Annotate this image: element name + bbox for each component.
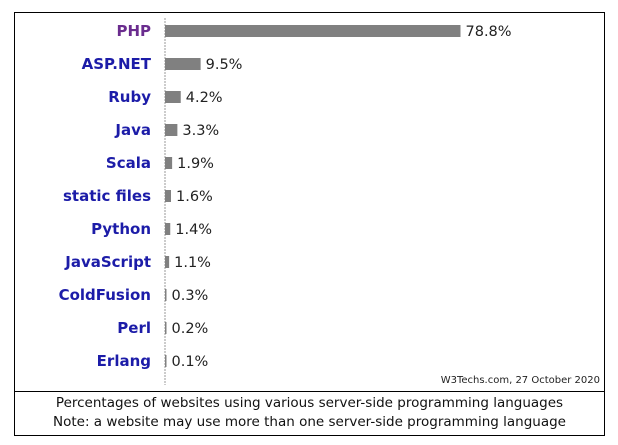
- value-label-ruby: 4.2%: [186, 90, 223, 106]
- bar-chart: PHP ASP.NET Ruby Java Scala static files Pytho…: [59, 18, 512, 385]
- bar-php: [165, 25, 461, 37]
- value-label-java: 3.3%: [182, 123, 219, 139]
- category-label-static-files[interactable]: static files: [63, 187, 151, 205]
- value-label-php: 78.8%: [466, 24, 512, 40]
- bar-javascript: [165, 256, 170, 268]
- caption-line-1: Percentages of websites using various se…: [55, 395, 564, 411]
- category-label-scala[interactable]: Scala: [106, 154, 151, 172]
- value-label-asp-net: 9.5%: [206, 57, 243, 73]
- bar-scala: [165, 157, 173, 169]
- value-label-scala: 1.9%: [177, 156, 214, 172]
- value-label-coldfusion: 0.3%: [172, 288, 209, 304]
- bar-python: [165, 223, 171, 235]
- value-label-perl: 0.2%: [172, 321, 209, 337]
- caption-line-2: Note: a website may use more than one se…: [53, 414, 566, 430]
- bar-static-files: [165, 190, 171, 202]
- value-label-javascript: 1.1%: [174, 255, 211, 271]
- category-label-asp-net[interactable]: ASP.NET: [82, 55, 152, 73]
- bar-java: [165, 124, 178, 136]
- category-label-coldfusion[interactable]: ColdFusion: [59, 286, 151, 304]
- chart-caption: Percentages of websites using various se…: [15, 391, 604, 435]
- category-label-ruby[interactable]: Ruby: [108, 88, 151, 106]
- value-label-static-files: 1.6%: [176, 189, 213, 205]
- category-label-javascript[interactable]: JavaScript: [64, 253, 151, 271]
- category-label-erlang[interactable]: Erlang: [97, 352, 151, 370]
- bar-ruby: [165, 91, 181, 103]
- category-label-perl[interactable]: Perl: [117, 319, 151, 337]
- value-label-python: 1.4%: [175, 222, 212, 238]
- bar-asp-net: [165, 58, 201, 70]
- chart-frame: PHP ASP.NET Ruby Java Scala static files Pytho…: [14, 12, 605, 436]
- value-label-erlang: 0.1%: [172, 354, 209, 370]
- source-note: W3Techs.com, 27 October 2020: [440, 375, 600, 386]
- bar-perl: [165, 322, 167, 334]
- category-label-java[interactable]: Java: [114, 121, 151, 139]
- category-label-php[interactable]: PHP: [116, 22, 151, 40]
- bar-erlang: [165, 355, 167, 367]
- bar-coldfusion: [165, 289, 167, 301]
- category-label-python[interactable]: Python: [91, 220, 151, 238]
